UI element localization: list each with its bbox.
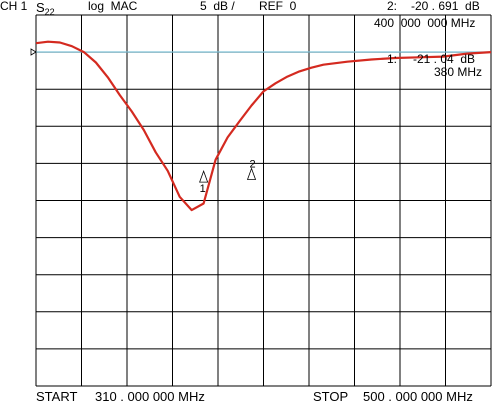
marker2-frequency: 400 000 000 MHz (374, 16, 476, 30)
stop-frequency: 500 . 000 000 MHz (363, 389, 473, 404)
marker1-frequency: 380 MHz (434, 65, 483, 79)
start-frequency: 310 . 000 000 MHz (95, 389, 205, 404)
scale-label: 5 dB / (200, 0, 235, 13)
marker-1-triangle-icon (199, 169, 209, 183)
parameter-label: S22 (36, 0, 55, 17)
marker2-value: -20 . 691 dB (411, 0, 480, 13)
parameter-subscript: 22 (44, 7, 55, 17)
marker1-value: -21 . 04 dB (413, 52, 476, 66)
graticule (35, 14, 492, 387)
channel-label: CH 1 (0, 0, 28, 13)
format-label: log MAC (88, 0, 138, 13)
marker-2-label: 2 (249, 159, 255, 171)
marker-2-triangle-icon (246, 167, 257, 180)
marker1-label: 1: (387, 52, 398, 66)
reference-level-arrow-icon (30, 48, 37, 56)
marker2-label: 2: (387, 0, 398, 13)
reference-label: REF 0 (259, 0, 297, 13)
parameter-s: S (36, 0, 45, 15)
marker-1-label: 1 (200, 183, 206, 195)
s22-trace (35, 40, 492, 212)
start-label: START (36, 389, 78, 404)
stop-label: STOP (313, 389, 349, 404)
markers: 12 (199, 159, 257, 195)
